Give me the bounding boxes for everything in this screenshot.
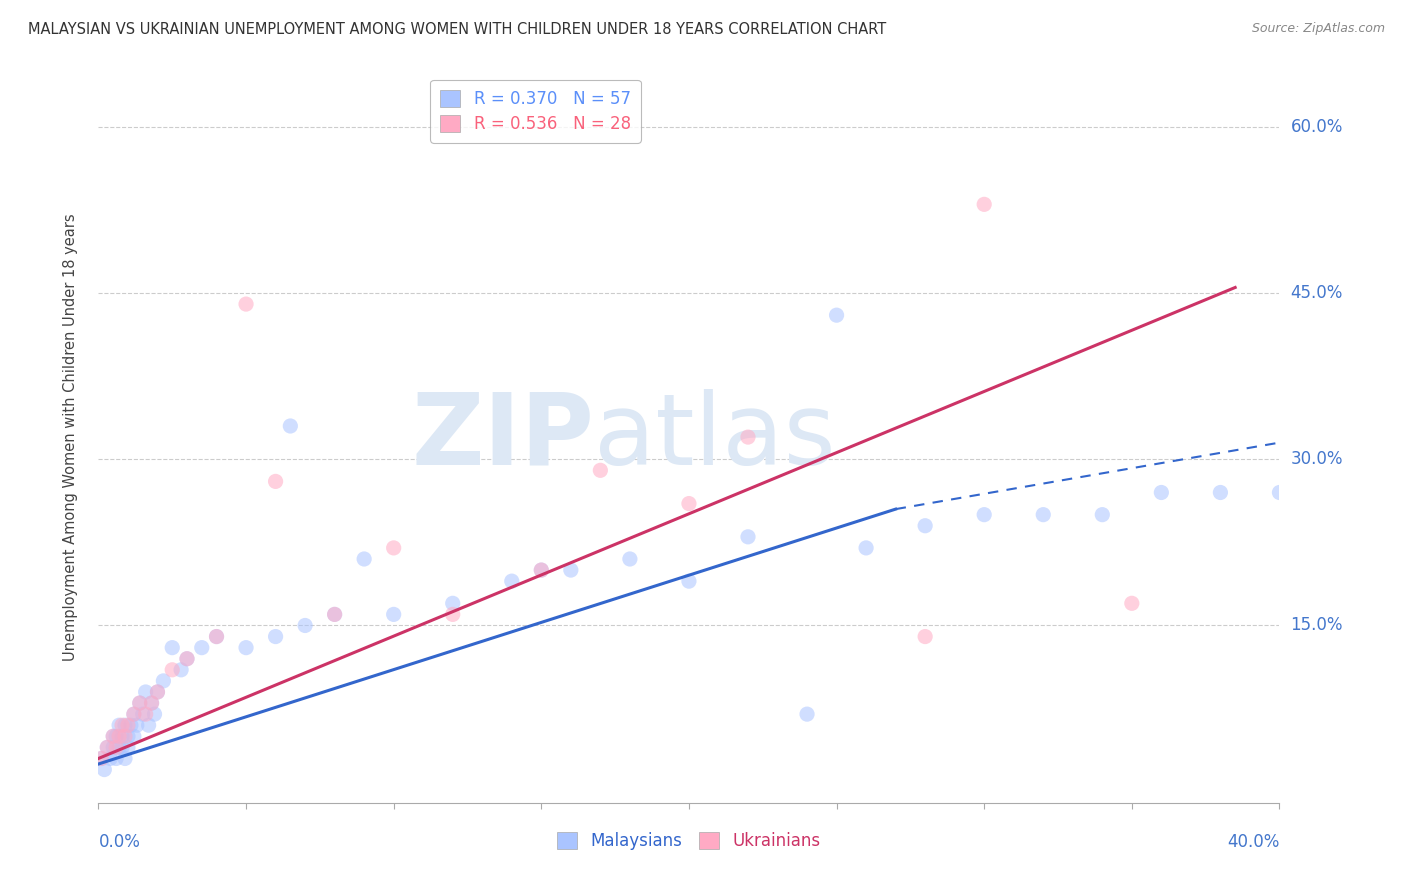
Point: [353, 552, 375, 566]
Point: [111, 740, 134, 755]
Point: [678, 497, 700, 511]
Point: [914, 518, 936, 533]
Point: [120, 718, 142, 732]
Point: [323, 607, 346, 622]
Point: [143, 707, 166, 722]
Point: [914, 630, 936, 644]
Point: [128, 696, 150, 710]
Point: [1150, 485, 1173, 500]
Point: [1032, 508, 1054, 522]
Point: [96, 740, 118, 755]
Point: [93, 763, 115, 777]
Point: [382, 607, 405, 622]
Point: [162, 640, 183, 655]
Point: [117, 718, 139, 732]
Point: [103, 740, 125, 755]
Point: [855, 541, 877, 555]
Text: 40.0%: 40.0%: [1227, 833, 1279, 851]
Point: [146, 685, 169, 699]
Point: [235, 640, 257, 655]
Point: [162, 663, 183, 677]
Point: [141, 696, 163, 710]
Legend: Malaysians, Ukrainians: Malaysians, Ukrainians: [547, 822, 831, 860]
Point: [737, 430, 759, 444]
Point: [105, 729, 128, 743]
Point: [103, 729, 125, 743]
Point: [122, 707, 145, 722]
Point: [678, 574, 700, 589]
Point: [96, 740, 118, 755]
Point: [117, 729, 139, 743]
Point: [560, 563, 582, 577]
Point: [973, 508, 995, 522]
Point: [132, 707, 155, 722]
Point: [90, 751, 112, 765]
Point: [138, 718, 160, 732]
Point: [973, 197, 995, 211]
Point: [141, 696, 163, 710]
Point: [191, 640, 214, 655]
Point: [530, 563, 553, 577]
Text: 60.0%: 60.0%: [1291, 118, 1343, 136]
Point: [114, 751, 136, 765]
Point: [105, 740, 128, 755]
Point: [170, 663, 193, 677]
Point: [737, 530, 759, 544]
Point: [114, 729, 136, 743]
Point: [382, 541, 405, 555]
Point: [111, 718, 134, 732]
Point: [825, 308, 848, 322]
Point: [796, 707, 818, 722]
Point: [108, 729, 131, 743]
Text: 0.0%: 0.0%: [98, 833, 141, 851]
Point: [323, 607, 346, 622]
Point: [1121, 596, 1143, 610]
Text: ZIP: ZIP: [412, 389, 595, 485]
Point: [108, 740, 131, 755]
Point: [152, 673, 174, 688]
Point: [205, 630, 228, 644]
Point: [90, 751, 112, 765]
Point: [264, 475, 287, 489]
Point: [105, 751, 128, 765]
Point: [1209, 485, 1232, 500]
Point: [122, 707, 145, 722]
Point: [111, 729, 134, 743]
Point: [125, 718, 148, 732]
Text: 45.0%: 45.0%: [1291, 284, 1343, 302]
Text: MALAYSIAN VS UKRAINIAN UNEMPLOYMENT AMONG WOMEN WITH CHILDREN UNDER 18 YEARS COR: MALAYSIAN VS UKRAINIAN UNEMPLOYMENT AMON…: [28, 22, 886, 37]
Point: [98, 751, 121, 765]
Point: [176, 651, 198, 665]
Point: [441, 596, 464, 610]
Point: [235, 297, 257, 311]
Point: [264, 630, 287, 644]
Point: [619, 552, 641, 566]
Point: [205, 630, 228, 644]
Text: atlas: atlas: [595, 389, 837, 485]
Text: 15.0%: 15.0%: [1291, 616, 1343, 634]
Point: [294, 618, 316, 632]
Point: [176, 651, 198, 665]
Point: [108, 718, 131, 732]
Point: [441, 607, 464, 622]
Point: [117, 740, 139, 755]
Point: [135, 685, 157, 699]
Point: [114, 718, 136, 732]
Point: [128, 696, 150, 710]
Point: [146, 685, 169, 699]
Point: [103, 729, 125, 743]
Point: [501, 574, 523, 589]
Point: [1268, 485, 1291, 500]
Text: 30.0%: 30.0%: [1291, 450, 1343, 468]
Point: [280, 419, 302, 434]
Y-axis label: Unemployment Among Women with Children Under 18 years: Unemployment Among Women with Children U…: [63, 213, 77, 661]
Point: [1091, 508, 1114, 522]
Point: [530, 563, 553, 577]
Point: [135, 707, 157, 722]
Point: [589, 463, 612, 477]
Text: Source: ZipAtlas.com: Source: ZipAtlas.com: [1251, 22, 1385, 36]
Point: [122, 729, 145, 743]
